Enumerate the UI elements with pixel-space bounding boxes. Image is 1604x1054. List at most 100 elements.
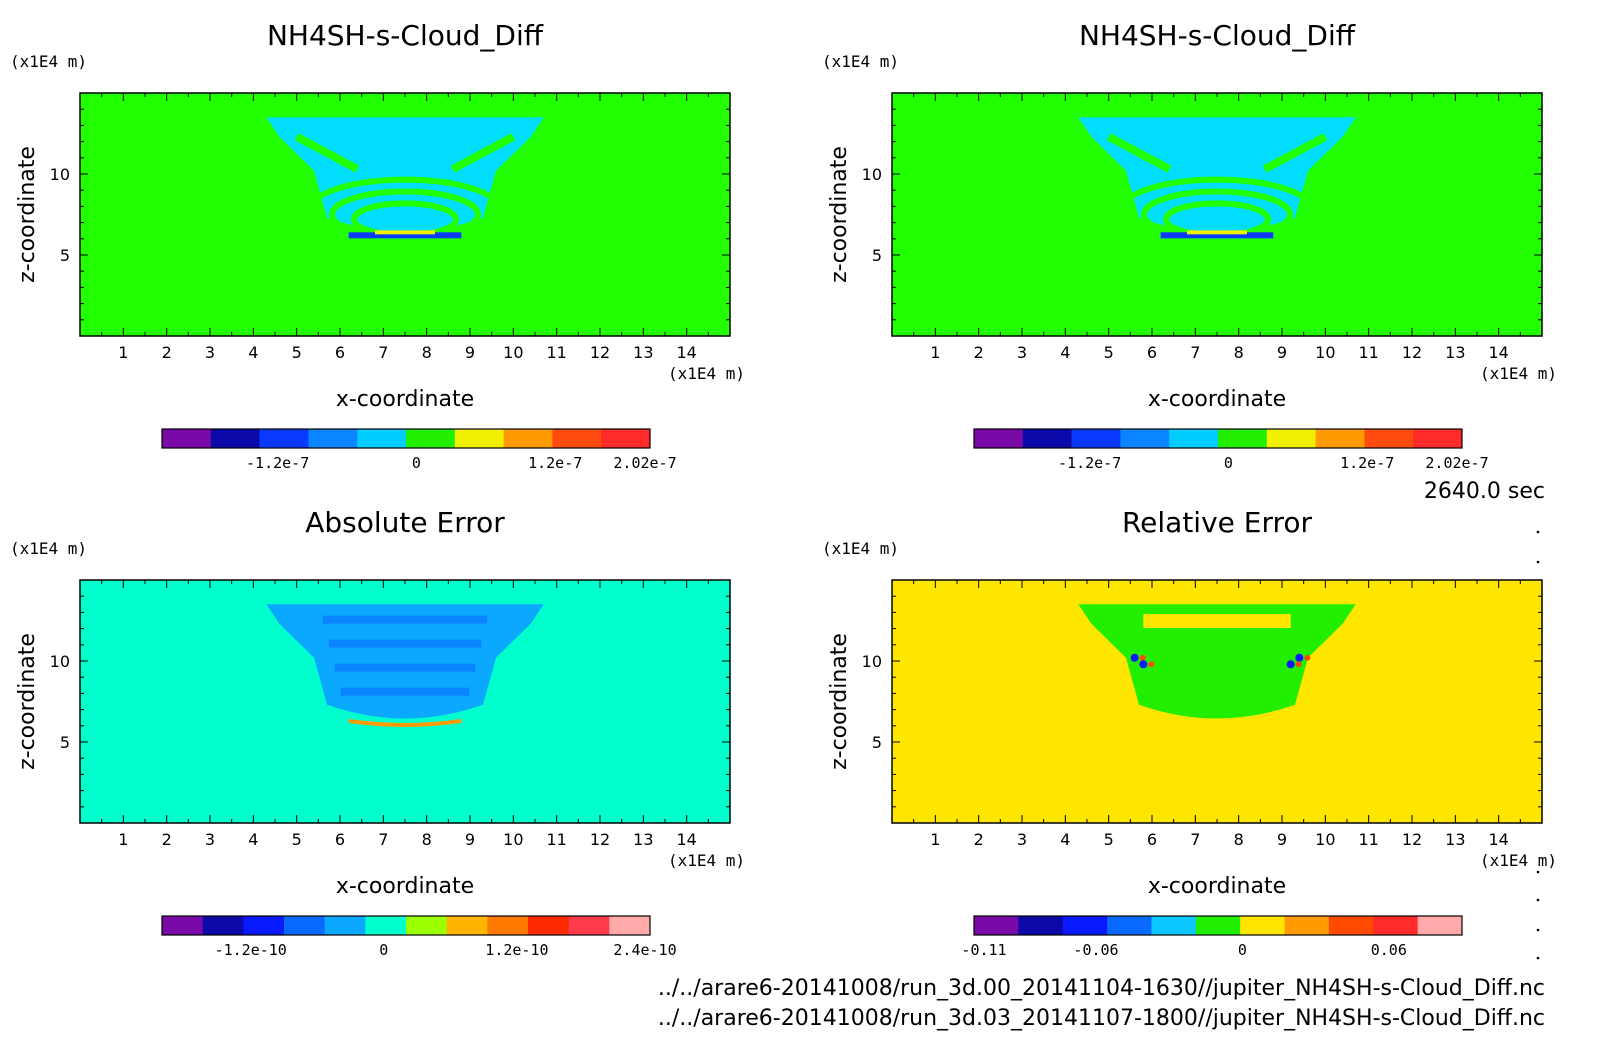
z-tick-label: 5 <box>60 733 70 752</box>
error-spot <box>1295 653 1304 662</box>
colorbar-segment <box>357 429 407 448</box>
colorbar-segment <box>284 916 326 935</box>
x-tick-label: 12 <box>1402 343 1422 362</box>
z-tick-label: 10 <box>862 165 882 184</box>
colorbar-segment <box>601 429 651 448</box>
x-tick-label: 12 <box>590 830 610 849</box>
x-unit-label: (x1E4 m) <box>668 364 745 383</box>
base-band <box>1160 232 1274 239</box>
colorbar-segment <box>162 429 212 448</box>
x-tick-label: 11 <box>1358 830 1378 849</box>
colorbar-frame <box>973 428 1463 449</box>
x-tick-label: 3 <box>205 343 215 362</box>
error-spot <box>1304 654 1311 661</box>
x-tick-label: 8 <box>422 343 432 362</box>
x-tick-label: 9 <box>1277 343 1287 362</box>
x-tick-label: 1 <box>930 830 940 849</box>
colorbar-segment <box>1018 916 1064 935</box>
x-tick-label: 6 <box>1147 830 1157 849</box>
colorbar-segment <box>210 429 261 448</box>
colorbar-segment <box>324 916 366 935</box>
x-tick-label: 14 <box>676 830 696 849</box>
colorbar-tick-label: 0 <box>1224 454 1233 472</box>
base-band-highlight <box>1187 230 1247 235</box>
colorbar-tick-label: 1.2e-7 <box>1340 454 1394 472</box>
x-tick-label: 7 <box>1190 830 1200 849</box>
colorbar-segment <box>1071 429 1121 448</box>
x-tick-label: 7 <box>378 830 388 849</box>
margin-dot <box>1536 928 1540 932</box>
x-axis-label: x-coordinate <box>1148 874 1286 899</box>
x-tick-label: 3 <box>1017 830 1027 849</box>
x-tick-label: 13 <box>1445 830 1465 849</box>
margin-dot <box>1536 560 1540 564</box>
x-tick-label: 2 <box>162 830 172 849</box>
x-tick-label: 10 <box>1315 830 1335 849</box>
error-band <box>322 615 488 624</box>
colorbar-segment <box>1266 429 1317 448</box>
colorbar-segment <box>1328 916 1374 935</box>
cloud-plume <box>266 604 544 719</box>
colorbar-tick-label: -0.06 <box>1073 941 1118 959</box>
x-tick-label: 9 <box>1277 830 1287 849</box>
z-tick-label: 5 <box>60 246 70 265</box>
cloud-plume <box>1078 604 1356 719</box>
x-tick-label: 3 <box>1017 343 1027 362</box>
colorbar-frame <box>161 428 651 449</box>
x-tick-label: 14 <box>1488 830 1508 849</box>
x-tick-label: 1 <box>118 830 128 849</box>
x-tick-label: 7 <box>378 343 388 362</box>
error-spot <box>1130 653 1139 662</box>
error-spot <box>1286 660 1295 669</box>
colorbar-segment <box>974 916 1019 935</box>
z-tick-label: 10 <box>50 652 70 671</box>
colorbar-tick-label: -1.2e-10 <box>215 941 287 959</box>
colorbar-tick-label: 2.02e-7 <box>613 454 676 472</box>
x-tick-label: 8 <box>1234 830 1244 849</box>
base-band <box>348 232 462 239</box>
x-tick-label: 13 <box>633 343 653 362</box>
colorbar-tick-label: 2.4e-10 <box>613 941 676 959</box>
chart-panel-1: NH4SH-s-Cloud_Diff(x1E4 m)(x1E4 m)1 2 3 4 5 6… <box>10 19 745 472</box>
x-tick-label: 5 <box>292 343 302 362</box>
chart-panel-2: NH4SH-s-Cloud_Diff(x1E4 m)(x1E4 m)1 2 3 4 5 6… <box>822 19 1557 472</box>
colorbar-segment <box>528 916 570 935</box>
x-tick-label: 5 <box>1104 830 1114 849</box>
colorbar-tick-label: 0 <box>379 941 388 959</box>
x-tick-label: 4 <box>248 343 258 362</box>
x-tick-label: 14 <box>676 343 696 362</box>
z-unit-label: (x1E4 m) <box>822 539 899 558</box>
colorbar-segment <box>1120 429 1170 448</box>
error-band <box>340 687 470 696</box>
z-unit-label: (x1E4 m) <box>10 52 87 71</box>
chart-panel-4: Relative Error(x1E4 m)(x1E4 m)1 2 3 4 5 6 7 8 9 1… <box>822 506 1557 959</box>
chart-title: Relative Error <box>1122 506 1313 539</box>
colorbar-tick-label: 1.2e-10 <box>485 941 548 959</box>
colorbar-tick-label: 0.06 <box>1371 941 1407 959</box>
x-tick-label: 10 <box>1315 343 1335 362</box>
x-tick-label: 12 <box>1402 830 1422 849</box>
margin-dot <box>1536 530 1540 534</box>
base-band <box>348 718 462 727</box>
x-tick-label: 6 <box>1147 343 1157 362</box>
z-tick-label: 10 <box>50 165 70 184</box>
colorbar-tick-label: 2.02e-7 <box>1425 454 1488 472</box>
colorbar-segment <box>1107 916 1152 935</box>
z-tick-label: 5 <box>872 733 882 752</box>
x-axis-label: x-coordinate <box>336 387 474 412</box>
time-label: 2640.0 sec <box>1424 479 1545 504</box>
cloud-plume <box>1078 117 1356 232</box>
x-tick-label: 8 <box>1234 343 1244 362</box>
margin-dot <box>1536 870 1540 874</box>
colorbar-segment <box>1373 916 1419 935</box>
colorbar-segment <box>974 429 1024 448</box>
x-tick-label: 5 <box>1104 343 1114 362</box>
z-tick-label: 5 <box>872 246 882 265</box>
colorbar-segment <box>1413 429 1463 448</box>
x-tick-label: 3 <box>205 830 215 849</box>
error-spot <box>1295 661 1302 668</box>
colorbar-segment <box>1417 916 1463 935</box>
x-tick-label: 11 <box>546 830 566 849</box>
colorbar-segment <box>308 429 358 448</box>
z-axis-label: z-coordinate <box>15 146 40 283</box>
